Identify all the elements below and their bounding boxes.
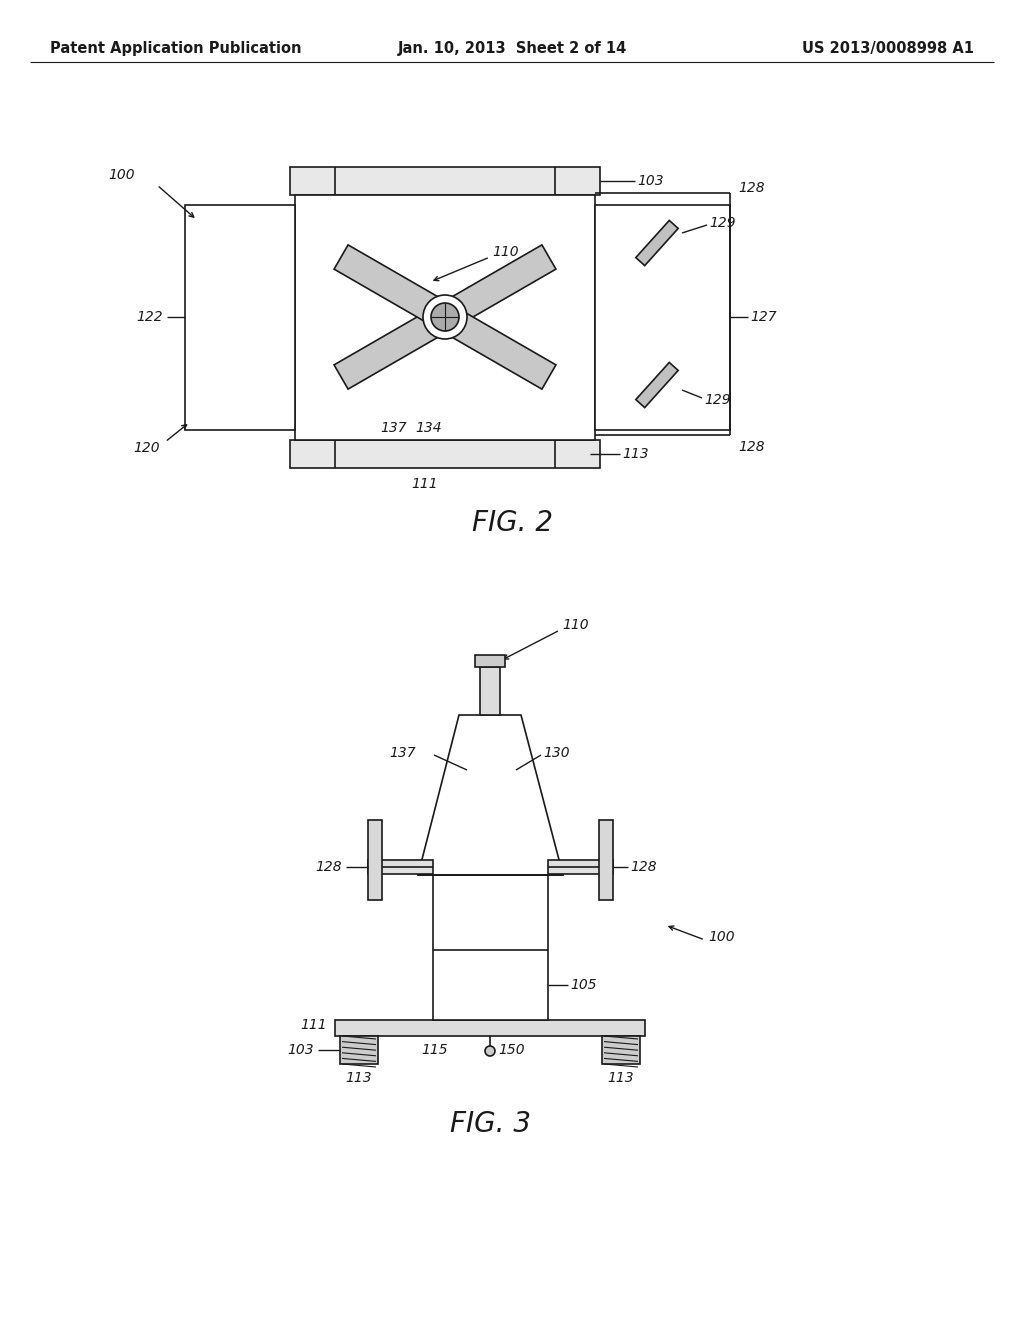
Circle shape bbox=[485, 1045, 495, 1056]
Bar bbox=[340, 1036, 378, 1064]
Bar bbox=[475, 655, 505, 667]
Bar bbox=[368, 861, 433, 874]
Text: 100: 100 bbox=[109, 168, 135, 182]
Text: 111: 111 bbox=[412, 477, 438, 491]
Bar bbox=[185, 205, 295, 430]
Polygon shape bbox=[334, 246, 556, 389]
Circle shape bbox=[431, 304, 459, 331]
Text: 115: 115 bbox=[421, 1043, 449, 1057]
Text: 128: 128 bbox=[315, 861, 342, 874]
Text: 113: 113 bbox=[607, 1071, 634, 1085]
Circle shape bbox=[423, 294, 467, 339]
Text: 113: 113 bbox=[346, 1071, 373, 1085]
Text: 103: 103 bbox=[637, 174, 664, 187]
Text: 120: 120 bbox=[133, 441, 160, 455]
Bar bbox=[599, 820, 613, 900]
Bar bbox=[295, 195, 595, 440]
Text: FIG. 2: FIG. 2 bbox=[471, 510, 553, 537]
Bar bbox=[480, 667, 500, 715]
Text: 105: 105 bbox=[570, 978, 597, 993]
Text: US 2013/0008998 A1: US 2013/0008998 A1 bbox=[802, 41, 974, 55]
Text: 122: 122 bbox=[136, 310, 163, 323]
Bar bbox=[335, 1020, 645, 1036]
Bar bbox=[595, 205, 730, 430]
Text: 137: 137 bbox=[380, 421, 407, 436]
Bar bbox=[602, 1036, 640, 1064]
Text: 129: 129 bbox=[705, 393, 731, 407]
Polygon shape bbox=[418, 715, 563, 875]
Text: 128: 128 bbox=[738, 181, 765, 195]
Text: 128: 128 bbox=[630, 861, 656, 874]
Text: 130: 130 bbox=[543, 746, 569, 760]
Text: Patent Application Publication: Patent Application Publication bbox=[50, 41, 301, 55]
Text: 100: 100 bbox=[708, 931, 734, 944]
Text: 127: 127 bbox=[750, 310, 776, 323]
Bar bbox=[368, 820, 382, 900]
Text: 150: 150 bbox=[498, 1043, 524, 1057]
Bar bbox=[290, 168, 600, 195]
Polygon shape bbox=[334, 246, 556, 389]
Polygon shape bbox=[636, 363, 678, 408]
Bar bbox=[548, 861, 613, 874]
Text: Jan. 10, 2013  Sheet 2 of 14: Jan. 10, 2013 Sheet 2 of 14 bbox=[397, 41, 627, 55]
Text: 129: 129 bbox=[709, 216, 735, 230]
Text: 128: 128 bbox=[738, 440, 765, 454]
Polygon shape bbox=[636, 220, 678, 265]
Text: 134: 134 bbox=[415, 421, 441, 436]
Text: 110: 110 bbox=[492, 246, 518, 259]
Text: 111: 111 bbox=[300, 1018, 327, 1032]
Text: FIG. 3: FIG. 3 bbox=[450, 1110, 530, 1138]
Text: 110: 110 bbox=[562, 618, 589, 632]
Bar bbox=[433, 875, 548, 1020]
Text: 137: 137 bbox=[389, 746, 416, 760]
Bar bbox=[290, 440, 600, 469]
Text: 113: 113 bbox=[622, 447, 648, 461]
Text: 103: 103 bbox=[288, 1043, 314, 1057]
